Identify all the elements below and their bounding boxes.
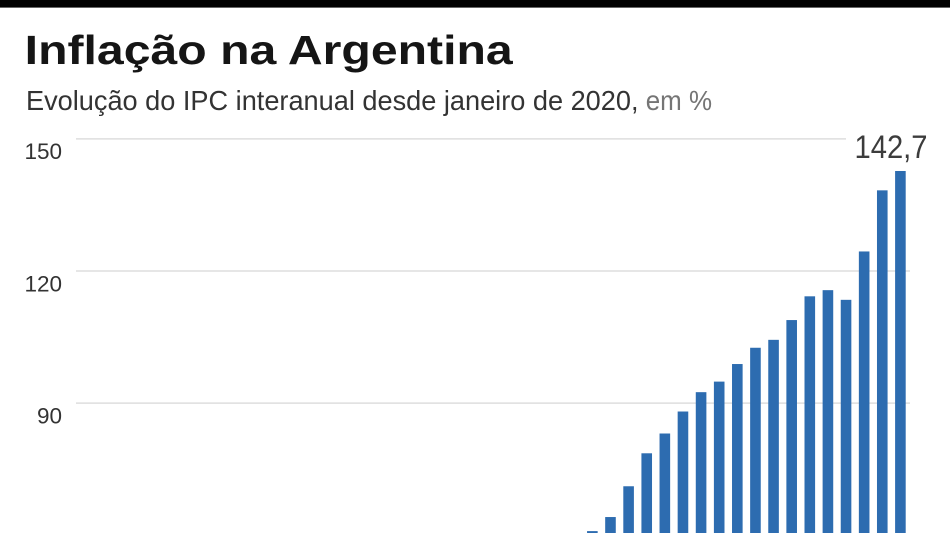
svg-text:142,7: 142,7 [855,129,928,165]
svg-text:Inflação na Argentina: Inflação na Argentina [25,27,514,73]
svg-text:Evolução do IPC interanual des: Evolução do IPC interanual desde janeiro… [26,85,712,116]
svg-text:120: 120 [24,271,62,296]
svg-text:90: 90 [37,403,62,428]
svg-text:150: 150 [24,139,62,164]
